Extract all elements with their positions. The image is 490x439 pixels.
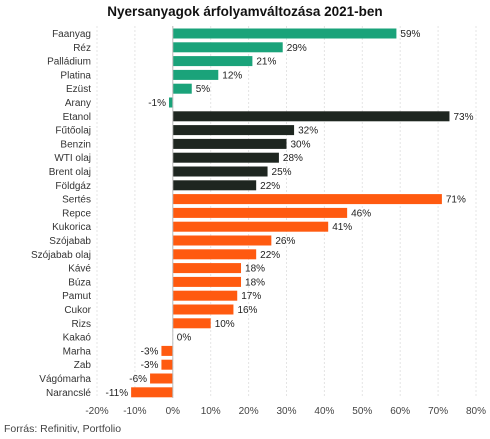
bar <box>172 125 295 136</box>
category-label: Szójabab olaj <box>31 250 91 261</box>
bar <box>172 318 211 329</box>
bar <box>172 138 287 149</box>
data-label: -3% <box>141 360 159 371</box>
category-label: Ezüst <box>66 84 91 95</box>
category-label: Réz <box>73 43 91 54</box>
bar <box>131 387 173 398</box>
category-label: Vágómarha <box>39 374 91 385</box>
data-label: -11% <box>106 388 129 399</box>
bar <box>172 304 234 315</box>
bar <box>172 194 442 205</box>
chart-title: Nyersanyagok árfolyamváltozása 2021-ben <box>107 4 383 19</box>
x-tick-label: -20% <box>85 406 108 417</box>
bar <box>172 290 238 301</box>
category-label: Brent olaj <box>49 167 91 178</box>
bar <box>172 166 268 177</box>
data-label: 46% <box>351 208 371 219</box>
category-label: Faanyag <box>52 29 91 40</box>
x-tick-label: 50% <box>352 406 372 417</box>
category-label: Etanol <box>63 112 91 123</box>
data-label: 17% <box>241 291 261 302</box>
x-tick-label: 70% <box>428 406 448 417</box>
data-label: 26% <box>275 236 295 247</box>
category-label: Kukorica <box>52 222 91 233</box>
bar <box>172 180 257 191</box>
category-label: Fűtőolaj <box>55 126 91 137</box>
bar <box>172 152 279 163</box>
x-tick-label: 0% <box>166 406 181 417</box>
bar <box>172 235 272 246</box>
category-label: Szójabab <box>49 236 91 247</box>
category-label: Kakaó <box>63 333 92 344</box>
bar <box>172 69 219 80</box>
data-label: 41% <box>332 222 352 233</box>
data-label: 18% <box>245 264 265 275</box>
x-tick-label: 40% <box>314 406 334 417</box>
source-note: Forrás: Refinitiv, Portfolio <box>4 423 122 435</box>
data-label: 29% <box>287 43 307 54</box>
data-label: 71% <box>446 195 466 206</box>
x-tick-label: -10% <box>123 406 146 417</box>
data-label: 30% <box>291 139 311 150</box>
bar <box>172 111 450 122</box>
data-label: -6% <box>129 374 147 385</box>
category-label: Platina <box>60 70 91 81</box>
category-label: Pamut <box>62 291 91 302</box>
data-label: 32% <box>298 126 318 137</box>
category-label: Repce <box>62 208 91 219</box>
bar <box>161 359 173 370</box>
data-label: -3% <box>141 346 159 357</box>
category-label: Narancslé <box>46 388 91 399</box>
x-tick-label: 60% <box>390 406 410 417</box>
bar <box>172 56 253 67</box>
bar <box>172 276 242 287</box>
x-tick-label: 10% <box>201 406 221 417</box>
category-label: Benzin <box>60 139 91 150</box>
data-label: 22% <box>260 250 280 261</box>
data-label: 73% <box>453 112 473 123</box>
category-label: Kávé <box>68 264 91 275</box>
category-label: Palládium <box>47 57 91 68</box>
bar <box>172 42 283 53</box>
category-label: WTI olaj <box>54 153 91 164</box>
category-label: Sertés <box>62 195 91 206</box>
data-label: 18% <box>245 277 265 288</box>
x-tick-label: 20% <box>239 406 259 417</box>
data-label: -1% <box>148 98 166 109</box>
x-tick-label: 80% <box>466 406 486 417</box>
category-label: Marha <box>63 346 92 357</box>
bar <box>172 249 257 260</box>
data-label: 28% <box>283 153 303 164</box>
data-label: 0% <box>177 333 192 344</box>
data-label: 16% <box>237 305 257 316</box>
category-label: Földgáz <box>55 181 91 192</box>
category-label: Búza <box>68 277 91 288</box>
data-label: 22% <box>260 181 280 192</box>
bar <box>150 373 173 384</box>
data-label: 59% <box>400 29 420 40</box>
bar <box>172 207 348 218</box>
bar <box>172 83 192 94</box>
category-label: Arany <box>65 98 91 109</box>
data-label: 25% <box>272 167 292 178</box>
data-label: 10% <box>215 319 235 330</box>
data-label: 5% <box>196 84 211 95</box>
data-label: 12% <box>222 70 242 81</box>
bar <box>172 28 397 39</box>
bar <box>161 345 173 356</box>
category-label: Zab <box>74 360 92 371</box>
category-label: Rizs <box>72 319 91 330</box>
category-label: Cukor <box>64 305 91 316</box>
x-tick-label: 30% <box>276 406 296 417</box>
bar <box>172 221 329 232</box>
data-label: 21% <box>256 57 276 68</box>
bar <box>169 97 173 108</box>
bar <box>172 263 242 274</box>
